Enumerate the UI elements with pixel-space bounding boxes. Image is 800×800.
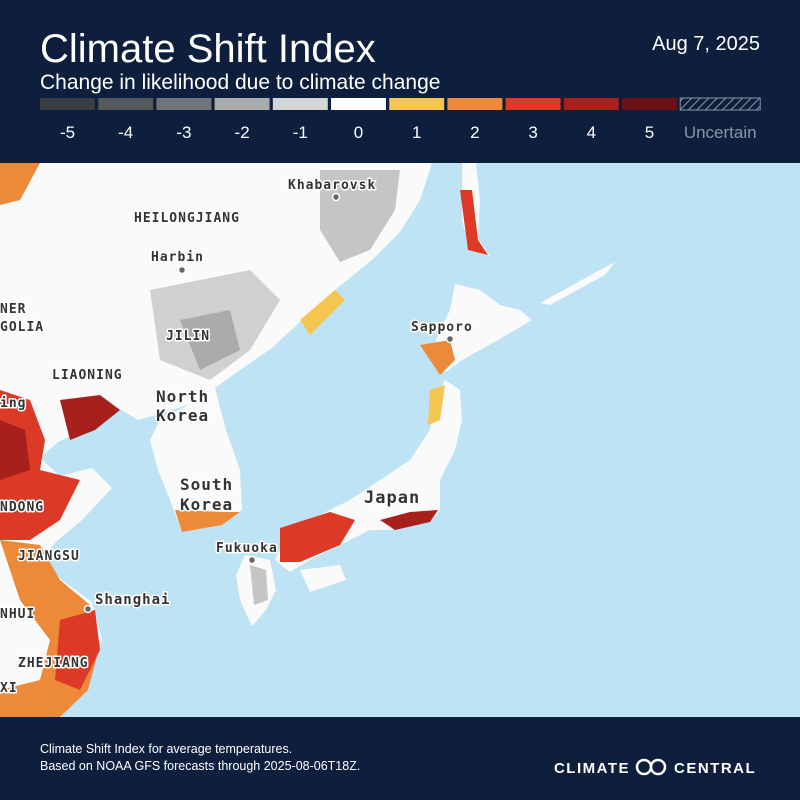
- legend-label: 2: [470, 123, 479, 142]
- legend-label: -5: [60, 123, 75, 142]
- place-label: NDONG: [0, 500, 44, 515]
- map: Khabarovsk HEILONGJIANG Harbin NER GOLIA…: [0, 163, 800, 717]
- legend-label: 3: [528, 123, 537, 142]
- city-dot: [83, 604, 93, 614]
- legend-swatch: [272, 98, 328, 110]
- place-label: ZHEJIANG: [18, 656, 89, 671]
- footer-bg: [0, 717, 800, 800]
- hokkaido: [430, 284, 532, 372]
- place-label: Sapporo: [411, 320, 473, 335]
- legend-swatch: [505, 98, 561, 110]
- header-bg: [0, 0, 800, 163]
- place-label: Shanghai: [95, 592, 170, 608]
- cool-area: [250, 565, 268, 605]
- legend-label: 0: [354, 123, 363, 142]
- warm-area: [460, 190, 488, 255]
- legend-swatch: [447, 98, 503, 110]
- place-label: Fukuoka: [216, 541, 278, 556]
- date: Aug 7, 2025: [652, 33, 760, 55]
- warm-area: [280, 512, 355, 562]
- legend-swatch: [40, 98, 95, 110]
- warm-area: [0, 420, 30, 480]
- legend-label: -1: [293, 123, 308, 142]
- warm-area: [428, 385, 445, 425]
- place-label: NER: [0, 302, 26, 317]
- mainland: [0, 163, 432, 717]
- title: Climate Shift Index: [40, 27, 376, 71]
- footer-note: Based on NOAA GFS forecasts through 2025…: [40, 759, 360, 773]
- kuril-islands: [540, 262, 615, 305]
- warm-area: [175, 510, 240, 532]
- legend-label: 4: [587, 123, 596, 142]
- cool-area: [320, 170, 400, 262]
- place-label: JILIN: [166, 329, 210, 344]
- place-label: Harbin: [151, 250, 204, 265]
- legend-swatch: [679, 97, 761, 111]
- legend-label: 1: [412, 123, 421, 142]
- brand-logo: [649, 758, 667, 776]
- legend-swatch: [98, 98, 154, 110]
- place-label: LIAONING: [52, 368, 123, 383]
- place-label: GOLIA: [0, 320, 44, 335]
- korea: [150, 388, 242, 532]
- legend-label: 5: [645, 123, 654, 142]
- city-dot: [331, 192, 341, 202]
- place-label: NHUI: [0, 607, 35, 622]
- cool-area: [180, 310, 240, 370]
- warm-area: [55, 610, 100, 690]
- warm-area: [0, 163, 40, 205]
- warm-area: [300, 290, 345, 335]
- warm-area: [380, 510, 438, 530]
- place-label: XI: [0, 681, 18, 696]
- city-dot: [247, 555, 257, 565]
- place-label: ing: [0, 396, 26, 411]
- legend-swatch: [331, 98, 386, 110]
- footer-note: Climate Shift Index for average temperat…: [40, 742, 292, 756]
- legend-label: -4: [118, 123, 133, 142]
- warm-area: [420, 340, 455, 375]
- place-label: South: [180, 475, 233, 494]
- place-label: HEILONGJIANG: [134, 211, 240, 226]
- place-label: Korea: [156, 406, 209, 425]
- legend-label: Uncertain: [684, 123, 757, 142]
- legend-swatch: [622, 98, 677, 110]
- legend-swatch: [563, 98, 619, 110]
- warm-area: [60, 395, 120, 440]
- legend-label: -2: [235, 123, 250, 142]
- legend-label: -3: [176, 123, 191, 142]
- warm-area: [0, 390, 80, 540]
- legend-swatch: [156, 98, 212, 110]
- shikoku: [300, 565, 346, 592]
- city-dot: [177, 265, 187, 275]
- place-label: Japan: [364, 488, 420, 508]
- city-dot: [445, 334, 455, 344]
- legend-swatch: [214, 98, 270, 110]
- brand: CLIMATE: [554, 760, 630, 777]
- legend-swatch: [389, 98, 445, 110]
- subtitle: Change in likelihood due to climate chan…: [40, 71, 440, 94]
- place-label: Khabarovsk: [288, 178, 376, 193]
- place-label: Korea: [180, 495, 233, 514]
- brand: CENTRAL: [674, 760, 756, 777]
- place-label: North: [156, 387, 209, 406]
- legend: -5 -4 -3 -2 -1 0 1 2 3 4 5 Uncertain: [40, 97, 761, 142]
- place-label: JIANGSU: [18, 549, 80, 564]
